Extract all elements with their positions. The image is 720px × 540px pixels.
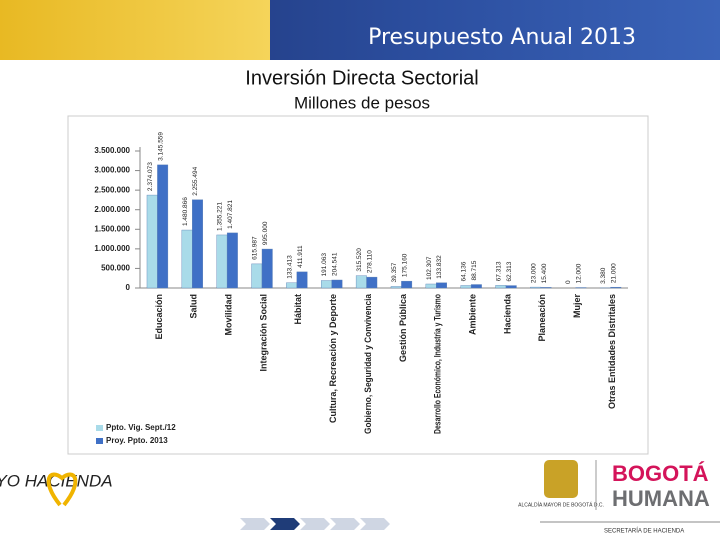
- bar: [216, 234, 228, 289]
- bar: [251, 263, 263, 289]
- logo-crest: ALCALDÍA MAYOR DE BOGOTÁ D.C.: [518, 501, 604, 508]
- value-label: 615.987: [251, 236, 258, 260]
- bar: [540, 287, 552, 289]
- header-accent: [0, 0, 270, 60]
- x-tick-label: Hábitat: [293, 294, 303, 325]
- bar: [530, 286, 542, 289]
- bar: [181, 229, 193, 289]
- y-tick-label: 3.500.000: [94, 146, 130, 155]
- legend-label: Proy. Ppto. 2013: [106, 436, 168, 445]
- bar: [390, 286, 402, 289]
- value-label: 278.110: [367, 250, 374, 273]
- bar: [321, 280, 332, 289]
- y-tick-label: 2.500.000: [94, 185, 130, 194]
- bar: [146, 194, 158, 289]
- logo-left: YO HACIENDA: [0, 471, 113, 490]
- bar: [505, 285, 517, 289]
- bar: [610, 286, 622, 289]
- bar: [192, 199, 203, 289]
- value-label: 23.000: [530, 263, 537, 283]
- x-tick-label: Cultura, Recreación y Deporte: [328, 294, 338, 423]
- value-label: 133.832: [436, 255, 443, 279]
- bar: [470, 284, 482, 289]
- value-label: 21.000: [611, 263, 618, 283]
- x-tick-label: Ambiente: [468, 294, 478, 335]
- progress: [240, 518, 390, 530]
- value-label: 411.911: [297, 245, 304, 268]
- logo-heart: [46, 472, 78, 507]
- chart-title: Inversión Directa Sectorial: [245, 67, 478, 89]
- value-label: 191.063: [321, 253, 328, 277]
- bar: [355, 275, 367, 289]
- value-label: 102.307: [426, 256, 433, 280]
- legend-swatch: [96, 438, 103, 444]
- logo-right-2: HUMANA: [612, 486, 710, 511]
- value-label: 88.715: [471, 260, 478, 280]
- bar: [436, 282, 447, 289]
- value-label: 0: [565, 280, 572, 284]
- value-label: 39.357: [391, 262, 398, 282]
- y-tick-label: 1.000.000: [94, 244, 130, 253]
- bar: [226, 232, 238, 289]
- value-label: 2.255.494: [192, 166, 199, 195]
- legend-label: Ppto. Vig. Sept./12: [106, 423, 176, 432]
- value-label: 1.480.866: [182, 197, 189, 226]
- value-label: 3.380: [600, 267, 607, 284]
- y-tick-label: 0: [126, 283, 131, 292]
- x-tick-label: Gobierno, Seguridad y Convivencia: [363, 293, 373, 434]
- y-tick-label: 1.500.000: [94, 224, 130, 233]
- value-label: 3.145.559: [157, 132, 164, 161]
- x-tick-label: Otras Entidades Distritales: [607, 294, 617, 409]
- value-label: 315.520: [356, 248, 363, 272]
- x-tick-label: Desarrollo Económico, Industria y Turism…: [433, 294, 443, 434]
- department: SECRETARÍA DE HACIENDA: [604, 528, 684, 535]
- value-label: 15.400: [541, 263, 548, 283]
- header-title: Presupuesto Anual 2013: [368, 25, 636, 50]
- y-tick-label: 500.000: [101, 264, 130, 273]
- x-tick-label: Educación: [154, 294, 164, 340]
- bar: [495, 285, 507, 289]
- bar: [261, 248, 273, 289]
- value-label: 2.374.073: [147, 162, 154, 191]
- crest: [544, 460, 578, 498]
- value-label: 995.000: [262, 221, 269, 245]
- y-tick-label: 3.000.000: [94, 166, 130, 175]
- x-tick-label: Planeación: [537, 294, 547, 342]
- value-label: 62.313: [506, 261, 513, 281]
- value-label: 1.407.821: [227, 200, 234, 229]
- bar: [157, 164, 169, 289]
- value-label: 175.160: [401, 253, 408, 277]
- logo-right-1: BOGOTÁ: [612, 461, 709, 486]
- x-tick-label: Mujer: [572, 294, 582, 319]
- value-label: 67.313: [495, 261, 502, 281]
- bar: [296, 271, 308, 289]
- y-tick-label: 2.000.000: [94, 205, 130, 214]
- legend-swatch: [96, 425, 103, 431]
- x-tick-label: Salud: [189, 294, 199, 319]
- bar: [286, 282, 298, 289]
- bar: [331, 279, 343, 289]
- value-label: 64.136: [461, 261, 468, 281]
- bar: [425, 283, 437, 289]
- x-tick-label: Movilidad: [224, 294, 234, 336]
- value-label: 12.000: [576, 263, 583, 283]
- bar: [366, 276, 378, 289]
- chart-subtitle: Millones de pesos: [294, 93, 430, 112]
- plot: 0 500.000 1.000.000 1.500.000 2.000.000 2.500…: [94, 132, 628, 445]
- bar: [460, 285, 472, 289]
- x-tick-label: Gestión Pública: [398, 293, 408, 362]
- value-label: 204.541: [332, 252, 339, 276]
- bar: [401, 280, 413, 289]
- x-tick-label: Hacienda: [502, 293, 512, 334]
- x-tick-label: Integración Social: [258, 294, 268, 372]
- value-label: 1.355.221: [217, 202, 224, 231]
- value-label: 133.413: [286, 255, 293, 279]
